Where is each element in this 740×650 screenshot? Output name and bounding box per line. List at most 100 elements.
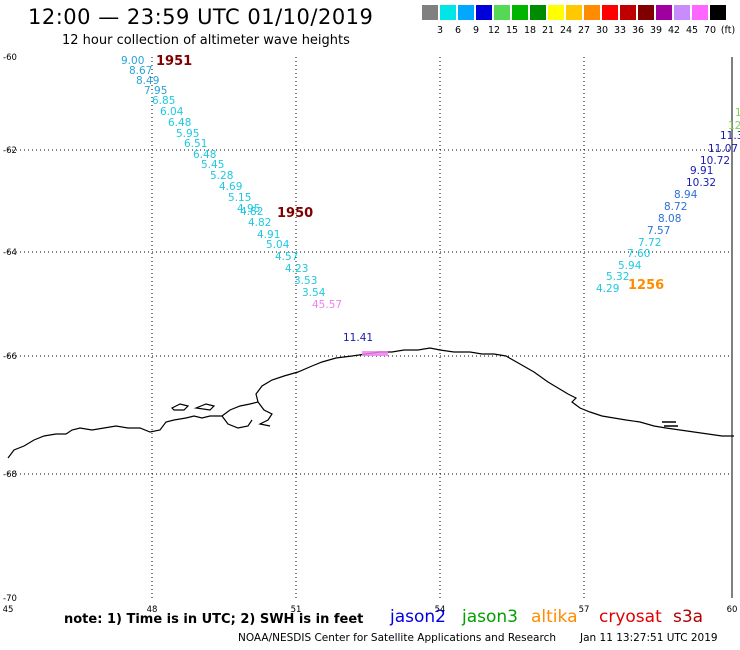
swh-reading: 10.32: [686, 177, 716, 189]
legend-label: 3: [436, 25, 444, 36]
map-subtitle: 12 hour collection of altimeter wave hei…: [62, 33, 350, 48]
latitude-label: -66: [3, 352, 17, 362]
legend-label: 15: [505, 25, 519, 36]
swh-reading: 6.51: [184, 138, 207, 150]
legend-label: 27: [577, 25, 591, 36]
swh-reading: 8.94: [674, 189, 698, 201]
swh-reading: 9.00: [121, 55, 144, 67]
swh-reading: 7.72: [638, 237, 661, 249]
swh-reading: 4.57: [275, 251, 298, 263]
map-title: 12:00 — 23:59 UTC 01/10/2019: [28, 5, 374, 29]
legend-label: 9: [472, 25, 480, 36]
legend-label: 33: [613, 25, 627, 36]
satellite-legend-item: jason2: [390, 607, 446, 627]
swh-reading: 4.69: [219, 181, 242, 193]
swh-reading: 45.57: [312, 299, 342, 311]
coastline-bay: [221, 415, 253, 429]
swh-reading: 5.32: [606, 271, 629, 283]
credit-line: NOAA/NESDIS Center for Satellite Applica…: [238, 632, 556, 644]
swh-reading: 8.49: [136, 75, 159, 87]
latitude-label: -70: [3, 594, 17, 604]
coastline-island: [193, 403, 216, 411]
swh-reading: 3.54: [302, 287, 326, 299]
swh-reading: 11.38: [720, 130, 740, 142]
pass-time-label: 1951: [156, 54, 192, 69]
legend-label: 30: [595, 25, 609, 36]
swh-reading: 7.95: [144, 85, 167, 97]
swh-reading: 6.85: [152, 95, 175, 107]
swh-reading: 7.57: [647, 225, 670, 237]
swh-reading: 11.41: [343, 332, 373, 344]
units-note: note: 1) Time is in UTC; 2) SWH is in fe…: [64, 612, 364, 627]
latitude-label: -60: [3, 53, 17, 63]
swh-reading: 4.82: [248, 217, 271, 229]
pass-time-label: 1256: [628, 278, 664, 293]
longitude-label: 57: [579, 605, 590, 615]
swh-reading: 7.60: [627, 248, 650, 260]
swh-reading: 4.95: [237, 203, 260, 215]
legend-label: 39: [649, 25, 663, 36]
legend-swatch: [602, 5, 618, 20]
swh-reading: 4.23: [285, 263, 308, 275]
legend-label: 70: [703, 25, 717, 36]
longitude-label: 51: [291, 605, 302, 615]
swh-reading: 5.45: [201, 159, 224, 171]
overlapping-readings-mark: [362, 351, 388, 356]
swh-reading: 12: [735, 107, 740, 119]
swh-reading: 9.91: [690, 165, 713, 177]
swh-tracks: 9.008.678.497.956.856.046.485.956.516.48…: [121, 54, 740, 356]
legend-swatch: [674, 5, 690, 20]
legend-swatch: [476, 5, 492, 20]
legend-swatch: [584, 5, 600, 20]
longitude-label: 60: [727, 605, 738, 615]
swh-reading: 5.94: [618, 260, 642, 272]
legend-swatch: [440, 5, 456, 20]
legend-swatch: [458, 5, 474, 20]
swh-reading: 8.67: [129, 65, 152, 77]
swh-reading: 3.53: [294, 275, 317, 287]
swh-reading: 5.04: [266, 239, 290, 251]
coastline-island: [170, 403, 190, 411]
swh-reading: 5.95: [176, 128, 199, 140]
legend-label: 6: [454, 25, 462, 36]
legend-label: 18: [523, 25, 537, 36]
swh-reading: 11.07: [708, 143, 738, 155]
longitude-label: 45: [3, 605, 14, 615]
pass-time-label: 1950: [277, 206, 313, 221]
satellite-legend-item: s3a: [673, 607, 704, 627]
legend-swatch: [494, 5, 510, 20]
swh-reading: 6.04: [160, 106, 184, 118]
generated-timestamp: Jan 11 13:27:51 UTC 2019: [580, 632, 718, 644]
swh-reading: 4.91: [257, 229, 280, 241]
legend-swatch: [566, 5, 582, 20]
swh-reading: 4.82: [240, 206, 263, 218]
legend-label: 24: [559, 25, 573, 36]
legend-swatch: [638, 5, 654, 20]
swh-reading: 8.08: [658, 213, 681, 225]
swh-reading: 12.0: [728, 120, 740, 132]
legend-label: 45: [685, 25, 699, 36]
satellite-legend-item: jason3: [462, 607, 518, 627]
antarctic-coastline: [7, 347, 734, 459]
legend-label: (ft): [720, 25, 736, 36]
swh-reading: 5.15: [228, 192, 251, 204]
legend-label: 12: [487, 25, 501, 36]
latitude-label: -64: [3, 248, 17, 258]
longitude-label: 48: [147, 605, 158, 615]
legend-swatch: [620, 5, 636, 20]
latitude-label: -62: [3, 146, 17, 156]
legend-label: 36: [631, 25, 645, 36]
legend-swatch: [512, 5, 528, 20]
swh-reading: 6.48: [193, 149, 216, 161]
swh-reading: 5.28: [210, 170, 233, 182]
legend-swatch: [548, 5, 564, 20]
satellite-legend-item: cryosat: [599, 607, 662, 627]
legend-label: 42: [667, 25, 681, 36]
latitude-label: -68: [3, 470, 17, 480]
swh-reading: 6.48: [168, 117, 191, 129]
legend-swatch: [692, 5, 708, 20]
legend-swatch: [530, 5, 546, 20]
legend-swatch: [656, 5, 672, 20]
